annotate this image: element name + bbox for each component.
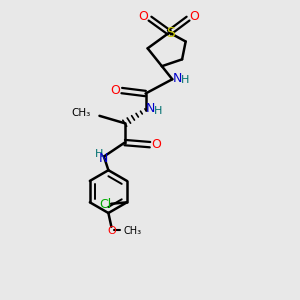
Text: H: H [94,148,103,159]
Text: H: H [154,106,162,116]
Text: O: O [152,138,161,151]
Text: O: O [107,226,116,236]
Text: S: S [167,26,175,40]
Text: O: O [110,84,120,97]
Text: O: O [139,10,148,23]
Text: Cl: Cl [99,198,111,211]
Text: CH₃: CH₃ [71,108,91,118]
Text: N: N [173,72,182,85]
Text: O: O [190,10,200,23]
Text: CH₃: CH₃ [124,226,142,236]
Text: H: H [181,75,189,85]
Text: N: N [99,152,109,164]
Text: N: N [146,102,156,115]
